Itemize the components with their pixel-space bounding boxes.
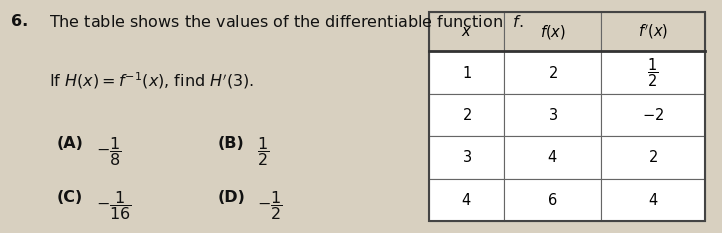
Bar	[504, 136, 601, 179]
Bar	[504, 94, 601, 136]
Text: (B): (B)	[218, 136, 245, 151]
Bar	[429, 51, 504, 94]
Text: $2$: $2$	[462, 107, 471, 123]
Bar	[429, 94, 504, 136]
Text: $3$: $3$	[548, 107, 557, 123]
Text: (C): (C)	[56, 190, 83, 205]
Text: $3$: $3$	[461, 150, 471, 165]
Text: 6.: 6.	[12, 14, 29, 29]
Text: $\dfrac{1}{2}$: $\dfrac{1}{2}$	[257, 135, 269, 168]
Text: $f(x)$: $f(x)$	[540, 23, 565, 41]
Text: $-\dfrac{1}{8}$: $-\dfrac{1}{8}$	[96, 135, 121, 168]
Text: $x$: $x$	[461, 24, 472, 39]
Bar	[601, 51, 705, 94]
Text: $-2$: $-2$	[642, 107, 664, 123]
Text: $2$: $2$	[648, 150, 658, 165]
Text: $4$: $4$	[461, 192, 472, 208]
Bar	[601, 94, 705, 136]
Bar	[429, 136, 504, 179]
Text: $6$: $6$	[547, 192, 558, 208]
Text: $2$: $2$	[548, 65, 557, 81]
Text: $f'(x)$: $f'(x)$	[638, 22, 668, 41]
Text: $1$: $1$	[462, 65, 471, 81]
Text: $-\dfrac{1}{2}$: $-\dfrac{1}{2}$	[257, 189, 283, 222]
Text: If $H(x)=f^{-1}(x)$, find $H'(3)$.: If $H(x)=f^{-1}(x)$, find $H'(3)$.	[49, 71, 254, 91]
Bar	[601, 136, 705, 179]
Bar	[601, 12, 705, 51]
Text: $-\dfrac{1}{16}$: $-\dfrac{1}{16}$	[96, 189, 131, 222]
Text: $4$: $4$	[547, 150, 558, 165]
Text: The table shows the values of the differentiable function  $f$.: The table shows the values of the differ…	[49, 14, 523, 30]
Text: (A): (A)	[56, 136, 83, 151]
Text: $4$: $4$	[648, 192, 658, 208]
Text: $\dfrac{1}{2}$: $\dfrac{1}{2}$	[648, 56, 658, 89]
Bar	[504, 12, 601, 51]
Bar	[429, 179, 504, 221]
Bar	[601, 179, 705, 221]
Bar	[504, 179, 601, 221]
Bar	[429, 12, 705, 221]
Bar	[429, 12, 504, 51]
Text: (D): (D)	[218, 190, 245, 205]
Bar	[504, 51, 601, 94]
